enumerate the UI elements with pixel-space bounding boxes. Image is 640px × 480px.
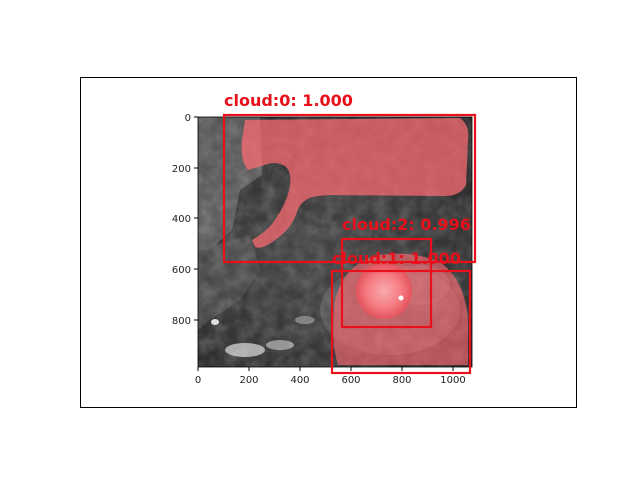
label-cloud-2: cloud:2: 0.996 [342,215,471,234]
y-tick-label: 200 [172,164,191,175]
label-cloud-0: cloud:0: 1.000 [224,91,353,110]
label-cloud-1: cloud:1: 1.000 [332,249,461,268]
x-tick-label: 0 [195,375,201,386]
y-tick-label: 400 [172,214,191,225]
x-tick-label: 1000 [440,375,465,386]
y-tick-label: 800 [172,316,191,327]
satellite-image [198,117,472,367]
x-tick-label: 600 [341,375,360,386]
typhoon-eye [356,263,412,319]
y-tick-label: 0 [185,113,191,124]
image-axes [197,116,473,368]
bbox-cloud-2 [340,237,433,329]
mask-cloud-0 [241,118,469,248]
bbox-cloud-1 [330,269,472,375]
x-tick-label: 800 [392,375,411,386]
x-tick-label: 200 [239,375,258,386]
y-axis: 0 200 400 600 800 [172,113,198,327]
bbox-cloud-0 [222,113,477,264]
x-tick-label: 400 [290,375,309,386]
y-tick-label: 600 [172,265,191,276]
x-axis: 0 200 400 600 800 1000 [195,367,466,386]
